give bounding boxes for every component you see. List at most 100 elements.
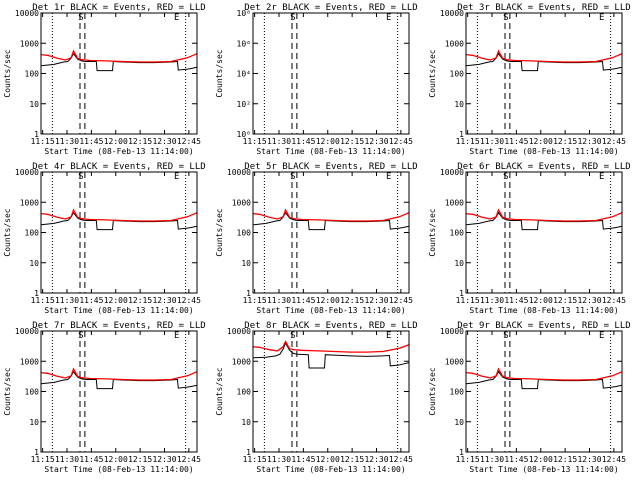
panel-title: Det 2r BLACK = Events, RED = LLD [244, 3, 417, 13]
x-tick-label: 11:45 [504, 137, 528, 146]
plot-frame [465, 12, 623, 135]
y-tick-label: 10⁸ [237, 9, 251, 18]
x-tick-label: 11:15 [243, 137, 267, 146]
y-axis-label: Counts/sec [428, 49, 437, 97]
x-tick-label: 11:30 [480, 296, 504, 305]
plot-frame [465, 171, 623, 294]
y-axis-label: Counts/sec [215, 367, 224, 415]
x-tick-label: 11:45 [79, 296, 103, 305]
y-tick-label: 1 [246, 289, 251, 298]
x-tick-label: 11:30 [55, 296, 79, 305]
x-tick-label: 12:45 [389, 455, 413, 464]
start-marker-label: S [290, 331, 295, 341]
start-marker-label: S [78, 331, 83, 341]
x-tick-label: 12:00 [104, 455, 128, 464]
x-tick-label: 12:15 [553, 137, 577, 146]
plot-frame [40, 12, 198, 135]
y-tick-label: 10 [29, 259, 39, 268]
y-tick-label: 100 [25, 229, 40, 238]
x-tick-label: 12:30 [364, 455, 388, 464]
y-tick-label: 10000 [440, 327, 464, 336]
panel-title: Det 7r BLACK = Events, RED = LLD [32, 321, 205, 331]
lld-series-line [253, 208, 409, 222]
y-tick-label: 10000 [440, 9, 464, 18]
lld-series-line [41, 367, 197, 381]
y-tick-label: 10 [29, 418, 39, 427]
y-tick-label: 1000 [20, 198, 39, 207]
panel-title: Det 6r BLACK = Events, RED = LLD [457, 162, 630, 172]
x-tick-label: 12:15 [128, 455, 152, 464]
panel-title: Det 4r BLACK = Events, RED = LLD [32, 162, 205, 172]
x-tick-label: 12:15 [553, 455, 577, 464]
x-axis-label: Start Time (08-Feb-13 11:14:00) [44, 465, 193, 474]
y-tick-label: 1 [459, 289, 464, 298]
x-tick-label: 11:45 [504, 296, 528, 305]
x-tick-label: 12:30 [364, 296, 388, 305]
x-tick-label: 12:00 [316, 455, 340, 464]
lld-series-line [466, 49, 622, 63]
x-tick-label: 12:00 [104, 296, 128, 305]
plot-frame [252, 12, 410, 135]
x-tick-label: 11:30 [267, 137, 291, 146]
x-tick-label: 11:15 [456, 137, 480, 146]
x-tick-label: 12:15 [128, 137, 152, 146]
x-tick-label: 12:00 [529, 296, 553, 305]
events-series-line [466, 370, 622, 390]
y-tick-label: 10 [241, 418, 251, 427]
y-axis-label: Counts/sec [215, 49, 224, 97]
x-tick-label: 12:45 [177, 296, 201, 305]
lld-series-line [253, 340, 409, 353]
y-tick-label: 10000 [15, 9, 39, 18]
x-tick-label: 12:30 [152, 296, 176, 305]
x-tick-label: 12:30 [577, 455, 601, 464]
events-series-line [41, 370, 197, 390]
x-tick-label: 11:30 [55, 455, 79, 464]
x-axis-label: Start Time (08-Feb-13 11:14:00) [256, 465, 405, 474]
y-tick-label: 10 [29, 100, 39, 109]
end-marker-label: E [386, 13, 391, 23]
panel-title: Det 3r BLACK = Events, RED = LLD [457, 3, 630, 13]
x-tick-label: 11:30 [267, 296, 291, 305]
end-marker-label: E [386, 172, 391, 182]
x-tick-label: 11:45 [291, 296, 315, 305]
x-tick-label: 12:45 [602, 296, 626, 305]
x-tick-label: 12:30 [577, 137, 601, 146]
y-tick-label: 1000 [20, 357, 39, 366]
panel-title: Det 5r BLACK = Events, RED = LLD [244, 162, 417, 172]
y-tick-label: 10000 [15, 168, 39, 177]
x-tick-label: 12:15 [553, 296, 577, 305]
y-tick-label: 10² [237, 100, 251, 109]
plot-frame [252, 171, 410, 294]
events-series-line [466, 52, 622, 72]
x-tick-label: 11:30 [267, 455, 291, 464]
events-series-line [253, 341, 409, 369]
lld-series-line [466, 208, 622, 222]
x-tick-label: 11:30 [55, 137, 79, 146]
plot-frame [465, 330, 623, 453]
x-tick-label: 12:00 [529, 455, 553, 464]
x-tick-label: 12:45 [389, 296, 413, 305]
end-marker-label: E [174, 13, 179, 23]
y-tick-label: 10000 [15, 327, 39, 336]
lld-series-line [41, 49, 197, 63]
lld-series-line [41, 208, 197, 222]
x-tick-label: 12:45 [389, 137, 413, 146]
x-tick-label: 12:45 [177, 455, 201, 464]
y-tick-label: 10 [241, 259, 251, 268]
plot-frame [40, 171, 198, 294]
x-tick-label: 11:15 [456, 296, 480, 305]
start-marker-label: S [290, 13, 295, 23]
x-tick-label: 11:15 [31, 296, 55, 305]
events-series-line [41, 52, 197, 72]
x-tick-label: 11:15 [243, 455, 267, 464]
events-series-line [466, 211, 622, 231]
end-marker-label: E [599, 331, 604, 341]
panel-title: Det 9r BLACK = Events, RED = LLD [457, 321, 630, 331]
y-tick-label: 100 [450, 70, 465, 79]
y-tick-label: 1000 [20, 39, 39, 48]
y-tick-label: 10 [454, 259, 464, 268]
